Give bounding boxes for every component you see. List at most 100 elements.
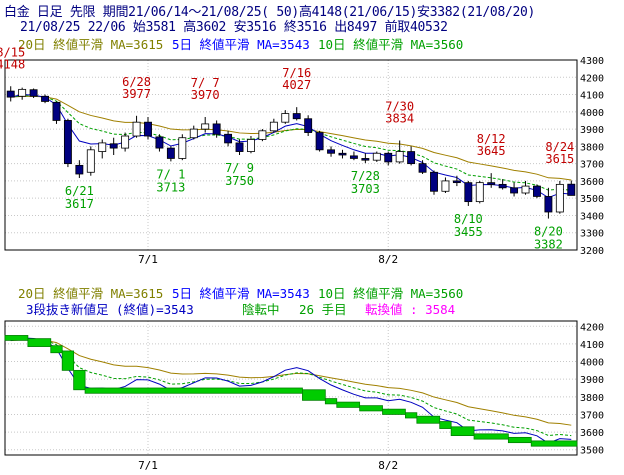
y-tick-label: 3400 — [580, 211, 604, 222]
candle-body — [18, 88, 27, 97]
candle-body — [201, 123, 210, 130]
header-line-1: 白金 日足 先限 期間21/06/14～21/08/25( 50)高4148(2… — [4, 5, 536, 20]
candle-body — [86, 149, 95, 173]
y-tick-label: 3800 — [580, 142, 604, 153]
low-annotation-date: 8/20 — [534, 225, 563, 239]
low-annotation-value: 3713 — [156, 180, 185, 194]
plot-frame — [4, 59, 578, 251]
high-annotation-value: 4148 — [0, 57, 25, 71]
renko-info-reversal: 転換値 : 3584 — [365, 302, 455, 317]
y-tick-label: 3900 — [580, 375, 604, 386]
candle-body — [510, 187, 519, 194]
low-annotation-date: 8/10 — [454, 212, 483, 226]
candle-body — [52, 101, 61, 121]
candle-body — [247, 139, 255, 152]
candle-body — [487, 182, 496, 185]
y-tick-label: 3800 — [580, 393, 604, 404]
candle-body — [315, 132, 324, 151]
chart1-legend: 20日 終値平滑 MA=3615 5日 終値平滑 MA=3543 10日 終値平… — [18, 37, 463, 52]
candle-body — [498, 183, 507, 189]
y-tick-label: 4000 — [580, 108, 604, 119]
y-tick-label: 3500 — [580, 194, 604, 205]
high-annotation-value: 3970 — [191, 88, 220, 102]
legend-ma10: 10日 終値平滑 MA=3560 — [318, 37, 463, 52]
y-tick-label: 3900 — [580, 125, 604, 136]
candle-body — [258, 130, 267, 140]
low-annotation-date: 6/21 — [65, 184, 94, 198]
renko-brick — [507, 436, 532, 444]
candle-body — [441, 180, 450, 192]
candle-body — [544, 196, 553, 213]
low-annotation-value: 3382 — [534, 238, 563, 252]
y-tick-label: 3700 — [580, 410, 604, 421]
candle-body — [109, 143, 118, 149]
renko-brick — [324, 398, 338, 405]
ma20-line — [10, 339, 572, 426]
low-annotation-value: 3703 — [351, 182, 380, 196]
high-annotation-date: 6/28 — [122, 75, 151, 89]
high-annotation-date: 8/15 — [0, 45, 25, 59]
low-annotation-date: 7/ 1 — [156, 167, 185, 181]
renko-chart: 20日 終値平滑 MA=3615 5日 終値平滑 MA=3543 10日 終値平… — [4, 286, 604, 472]
x-tick-label: 8/2 — [378, 459, 398, 472]
renko-brick — [61, 350, 75, 371]
ma10-line — [10, 95, 572, 191]
renko-info-state: 陰転中 — [242, 302, 280, 317]
candle-body — [292, 113, 301, 120]
renko-brick — [359, 405, 383, 412]
legend-ma5: 5日 終値平滑 MA=3543 — [172, 37, 310, 52]
candle-body — [144, 121, 152, 137]
y-tick-label: 3500 — [580, 446, 604, 457]
candle-body — [212, 123, 221, 135]
renko-brick — [530, 440, 578, 447]
renko-brick — [450, 426, 475, 437]
y-tick-label: 4200 — [580, 73, 604, 84]
x-tick-label: 8/2 — [378, 253, 398, 266]
candle-body — [555, 183, 564, 213]
candle-body — [281, 113, 290, 123]
low-annotation-value: 3455 — [454, 225, 483, 239]
candle-body — [475, 182, 484, 203]
high-annotation-value: 3645 — [477, 144, 506, 158]
high-annotation-date: 7/30 — [385, 99, 414, 113]
candle-body — [384, 152, 393, 163]
low-annotation-date: 7/28 — [351, 169, 380, 183]
candle-body — [349, 155, 358, 159]
x-tick-label: 7/1 — [138, 253, 158, 266]
y-tick-label: 4100 — [580, 91, 604, 102]
renko-brick — [382, 408, 406, 415]
high-annotation-value: 3834 — [385, 111, 414, 125]
y-tick-label: 3600 — [580, 428, 604, 439]
renko-brick — [416, 415, 441, 424]
renko-brick — [336, 401, 361, 408]
chart2-legend: 20日 終値平滑 MA=3615 5日 終値平滑 MA=3543 10日 終値平… — [18, 286, 463, 301]
renko-brick — [4, 335, 29, 341]
y-tick-label: 4100 — [580, 340, 604, 351]
legend2-ma10: 10日 終値平滑 MA=3560 — [318, 286, 463, 301]
legend-ma20: 20日 終値平滑 MA=3615 — [18, 37, 163, 52]
y-tick-label: 3700 — [580, 160, 604, 171]
candle-body — [452, 180, 461, 184]
high-annotation-value: 3615 — [545, 152, 574, 166]
renko-brick — [73, 369, 86, 391]
renko-brick — [439, 421, 452, 429]
candle-body — [395, 151, 404, 163]
ma10-line — [10, 338, 572, 437]
candle-body — [166, 147, 175, 159]
candle-body — [224, 133, 233, 144]
x-tick-label: 7/1 — [138, 459, 158, 472]
candle-body — [63, 120, 72, 165]
legend2-ma5: 5日 終値平滑 MA=3543 — [172, 286, 310, 301]
candle-body — [98, 142, 107, 152]
high-annotation-date: 8/24 — [545, 140, 574, 154]
header-line-2: 21/08/25 22/06 始3581 高3602 安3516 終3516 出… — [20, 20, 448, 35]
y-tick-label: 4200 — [580, 322, 604, 333]
renko-info-count: 26 手目 — [299, 302, 347, 317]
candle-body — [407, 151, 416, 165]
candle-body — [75, 164, 84, 175]
low-annotation-date: 7/ 9 — [225, 161, 254, 175]
renko-brick — [473, 433, 509, 440]
candle-body — [430, 171, 438, 192]
candle-body — [327, 149, 335, 154]
candle-body — [6, 90, 15, 98]
